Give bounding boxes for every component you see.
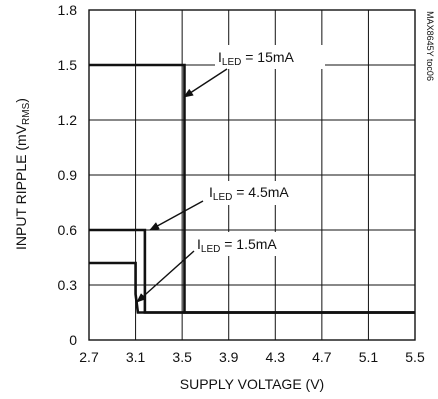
y-tick-label: 1.5 <box>58 57 78 73</box>
x-tick-label: 4.7 <box>312 349 332 365</box>
y-tick-label: 1.2 <box>58 112 78 128</box>
y-tick-label: 0.6 <box>58 222 78 238</box>
y-tick-label: 0.9 <box>58 167 78 183</box>
y-tick-labels: 0 0.3 0.6 0.9 1.2 1.5 1.8 <box>58 2 78 348</box>
x-tick-label: 3.5 <box>172 349 192 365</box>
x-tick-label: 2.7 <box>79 349 99 365</box>
figure-id-label: MAX8645Y toc06 <box>425 11 435 81</box>
plot-frame <box>88 9 416 341</box>
x-tick-label: 5.1 <box>359 349 379 365</box>
x-axis-title: SUPPLY VOLTAGE (V) <box>180 376 324 392</box>
y-tick-label: 1.8 <box>58 2 78 18</box>
annotation-1-5ma-background <box>194 232 306 256</box>
x-tick-label: 3.9 <box>219 349 239 365</box>
y-tick-label: 0 <box>69 332 77 348</box>
x-tick-label: 3.1 <box>126 349 146 365</box>
annotation-1-5ma: ILED = 1.5mA <box>197 236 277 255</box>
x-tick-labels: 2.7 3.1 3.5 3.9 4.3 4.7 5.1 5.5 <box>79 349 425 365</box>
x-tick-label: 5.5 <box>405 349 425 365</box>
annotation-1-5ma-arrow <box>136 250 195 303</box>
y-tick-label: 0.3 <box>58 277 78 293</box>
annotation-15ma-arrow <box>183 68 228 98</box>
x-tick-label: 4.3 <box>266 349 286 365</box>
series-lines <box>89 63 415 314</box>
annotation-15ma: ILED = 15mA <box>218 49 295 68</box>
annotation-15ma-background <box>215 45 325 69</box>
y-axis-title: INPUT RIPPLE (mVRMS) <box>13 98 32 250</box>
annotation-4-5ma-background <box>206 181 318 205</box>
annotation-4-5ma: ILED = 4.5mA <box>209 184 289 203</box>
annotation-4-5ma-arrow <box>149 200 204 231</box>
series-line-3 <box>89 261 415 314</box>
